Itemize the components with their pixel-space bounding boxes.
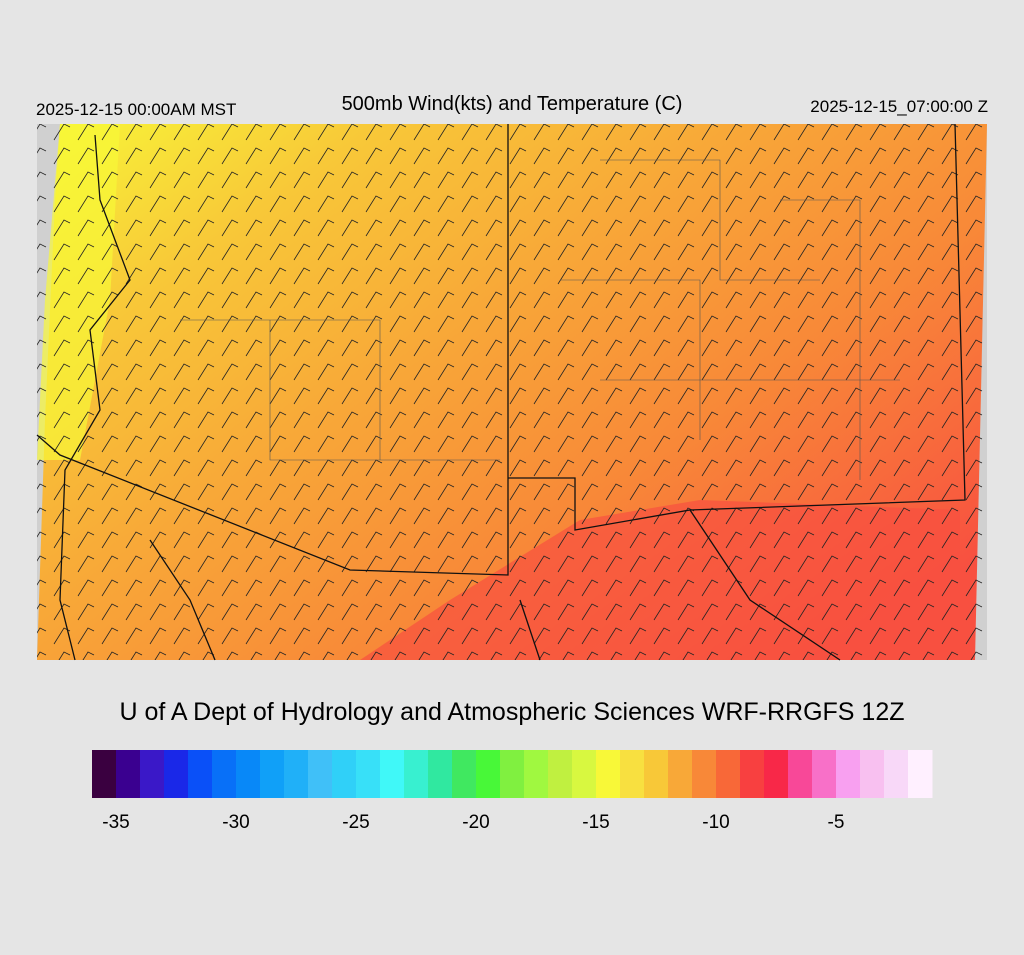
colorbar-tick-label: -30	[222, 812, 249, 833]
colorbar-swatch	[596, 750, 621, 798]
colorbar-swatch	[620, 750, 645, 798]
colorbar-swatch	[92, 750, 117, 798]
colorbar-swatch	[908, 750, 933, 798]
colorbar-swatch	[380, 750, 405, 798]
colorbar-swatch	[548, 750, 573, 798]
colorbar-tick-label: -20	[462, 812, 489, 833]
colorbar-swatch	[764, 750, 789, 798]
colorbar-tick-label: -25	[342, 812, 369, 833]
map	[36, 123, 987, 661]
colorbar-swatch	[164, 750, 189, 798]
colorbar-tick-label: -15	[582, 812, 609, 833]
colorbar-swatch	[788, 750, 813, 798]
colorbar-swatch	[644, 750, 669, 798]
colorbar-swatch	[260, 750, 285, 798]
colorbar-swatch	[860, 750, 885, 798]
colorbar-swatch	[740, 750, 765, 798]
colorbar-tick-label: -10	[702, 812, 729, 833]
colorbar-swatch	[692, 750, 717, 798]
colorbar-swatch	[428, 750, 453, 798]
map-title: 500mb Wind(kts) and Temperature (C)	[342, 93, 683, 115]
colorbar-swatch	[332, 750, 357, 798]
county-lines	[180, 159, 900, 480]
colorbar-swatch	[404, 750, 429, 798]
colorbar-tick-label: -5	[828, 812, 845, 833]
colorbar-swatch	[236, 750, 261, 798]
colorbar-swatch	[476, 750, 501, 798]
colorbar-swatch	[668, 750, 693, 798]
colorbar-swatch	[116, 750, 141, 798]
colorbar-swatch	[188, 750, 213, 798]
colorbar-swatch	[500, 750, 525, 798]
borders	[36, 123, 966, 661]
colorbar-swatch	[452, 750, 477, 798]
colorbar-swatch	[356, 750, 381, 798]
colorbar-swatch	[140, 750, 165, 798]
colorbar-swatch	[716, 750, 741, 798]
colorbar-swatch	[212, 750, 237, 798]
valid-time-local: 2025-12-15 00:00AM MST	[36, 100, 236, 119]
colorbar-swatch	[572, 750, 597, 798]
valid-time-utc: 2025-12-15_07:00:00 Z	[810, 97, 988, 116]
colorbar-swatch	[884, 750, 909, 798]
colorbar-tick-label: -35	[102, 812, 129, 833]
colorbar: -35 -30 -25 -20 -15 -10 -5	[92, 750, 933, 833]
colorbar-swatch	[836, 750, 861, 798]
colorbar-swatch	[284, 750, 309, 798]
wind-barbs	[37, 124, 987, 660]
colorbar-swatch	[812, 750, 837, 798]
credit: U of A Dept of Hydrology and Atmospheric…	[119, 698, 904, 726]
colorbar-swatch	[524, 750, 549, 798]
colorbar-swatch	[308, 750, 333, 798]
